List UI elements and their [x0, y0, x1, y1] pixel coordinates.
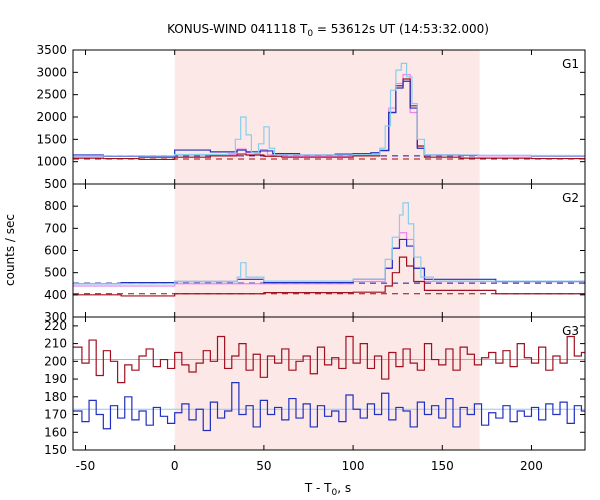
plot-area: 500100015002000250030003500G130040050060… [36, 43, 586, 473]
chart-title: KONUS-WIND 041118 T0 = 53612s UT (14:53:… [167, 22, 489, 39]
y-tick-label: 170 [44, 408, 67, 422]
y-tick-label: 1500 [36, 132, 67, 146]
y-tick-label: 2000 [36, 110, 67, 124]
x-tick-label: 0 [171, 459, 179, 473]
x-tick-label: 50 [256, 459, 271, 473]
series-line [73, 62, 585, 157]
y-tick-label: 190 [44, 372, 67, 386]
series-line [73, 382, 585, 432]
x-tick-label: 150 [431, 459, 454, 473]
y-axis-label: counts / sec [3, 214, 17, 286]
panel-label: G2 [562, 191, 579, 205]
y-tick-label: 600 [44, 244, 67, 258]
x-tick-label: -50 [76, 459, 96, 473]
x-axis-label: T - T0, s [304, 481, 351, 498]
series-line [73, 80, 585, 158]
y-tick-label: 160 [44, 425, 67, 439]
y-tick-label: 200 [44, 354, 67, 368]
y-tick-label: 300 [44, 310, 67, 324]
shaded-interval [174, 50, 480, 450]
panel-frame [72, 316, 586, 451]
y-tick-label: 3500 [36, 43, 67, 57]
y-tick-label: 180 [44, 390, 67, 404]
y-tick-label: 400 [44, 288, 67, 302]
x-tick-label: 200 [520, 459, 543, 473]
y-tick-label: 700 [44, 221, 67, 235]
y-tick-label: 210 [44, 337, 67, 351]
y-tick-label: 2500 [36, 88, 67, 102]
y-tick-label: 500 [44, 266, 67, 280]
y-tick-label: 220 [44, 319, 67, 333]
series-line [73, 335, 585, 384]
panel-label: G1 [562, 57, 579, 71]
series-line [73, 202, 585, 285]
y-tick-label: 500 [44, 177, 67, 191]
x-tick-label: 100 [342, 459, 365, 473]
y-tick-label: 800 [44, 199, 67, 213]
series-line [73, 256, 585, 297]
y-tick-label: 150 [44, 443, 67, 457]
panel-label: G3 [562, 324, 579, 338]
y-tick-label: 1000 [36, 155, 67, 169]
y-tick-label: 3000 [36, 65, 67, 79]
